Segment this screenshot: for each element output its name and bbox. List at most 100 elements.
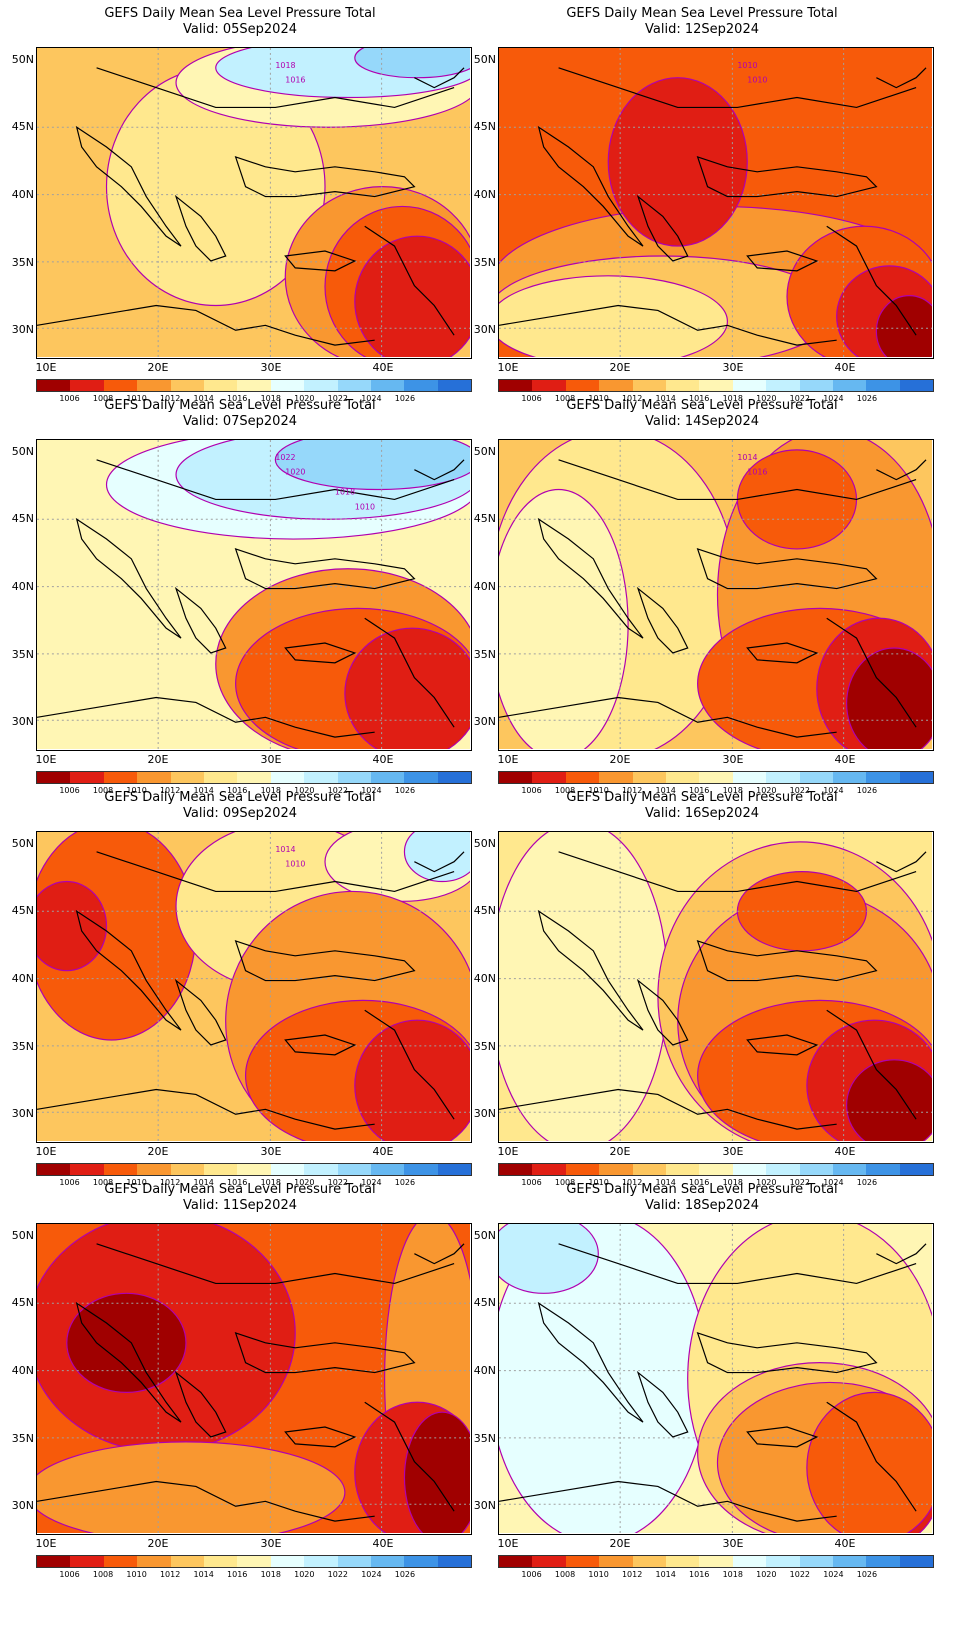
- colorbar-swatch: [766, 772, 800, 783]
- panel-title: GEFS Daily Mean Sea Level Pressure Total: [104, 790, 376, 805]
- colorbar-label: 1020: [294, 394, 315, 403]
- colorbar-label: 1010: [588, 1178, 609, 1187]
- pressure-map: [498, 1223, 934, 1535]
- coastline: [234, 940, 416, 982]
- colorbar-label: 1016: [689, 394, 710, 403]
- map-panel: GEFS Daily Mean Sea Level Pressure Total…: [462, 1176, 942, 1586]
- coastline: [636, 978, 689, 1046]
- colorbar-label: 1012: [621, 394, 643, 403]
- colorbar-swatch: [799, 772, 833, 783]
- colorbar-label: 1016: [227, 786, 248, 795]
- colorbar-label: 1018: [722, 1570, 743, 1579]
- longitude-label: 20E: [147, 361, 169, 374]
- coastline: [876, 67, 927, 89]
- latitude-label: 30N: [473, 1107, 496, 1120]
- coastline: [499, 696, 837, 738]
- colorbar-swatch: [203, 1164, 238, 1175]
- coastline: [96, 459, 455, 501]
- colorbar-swatch: [832, 380, 867, 391]
- colorbar-swatch: [565, 380, 600, 391]
- map-panel: GEFS Daily Mean Sea Level Pressure Total…: [0, 392, 480, 802]
- colorbar-label: 1008: [554, 1570, 576, 1579]
- colorbar-swatch: [203, 380, 238, 391]
- coastline: [37, 696, 375, 738]
- latitude-label: 35N: [473, 1040, 496, 1053]
- longitude-label: 30E: [722, 1537, 744, 1550]
- latitude-label: 45N: [473, 512, 496, 525]
- contour-label: 1014: [275, 845, 295, 854]
- contour-label: 1018: [335, 487, 355, 496]
- contour-label: 1022: [275, 453, 295, 462]
- colorbar-label: 1018: [260, 786, 281, 795]
- latitude-label: 35N: [11, 1040, 34, 1053]
- colorbar-swatch: [437, 772, 472, 783]
- coastline: [364, 617, 455, 728]
- colorbar-label: 1026: [856, 394, 878, 403]
- colorbar-label: 1006: [59, 1570, 80, 1579]
- coastline: [284, 1426, 357, 1448]
- coastline: [537, 1301, 644, 1423]
- pressure-shading: [846, 647, 932, 749]
- colorbar-swatch: [370, 380, 405, 391]
- coastline: [284, 250, 357, 272]
- longitude-label: 30E: [260, 1145, 282, 1158]
- colorbar-swatch: [632, 1164, 666, 1175]
- coastline: [37, 1480, 375, 1522]
- longitude-label: 30E: [260, 753, 282, 766]
- colorbar-label: 1012: [621, 786, 643, 795]
- colorbar-swatch: [732, 1556, 767, 1567]
- longitude-label: 40E: [372, 361, 394, 374]
- colorbar-swatch: [732, 380, 767, 391]
- colorbar-label: 1024: [361, 1570, 382, 1579]
- colorbar-swatch: [866, 380, 900, 391]
- colorbar-swatch: [137, 1556, 171, 1567]
- pressure-shading: [403, 832, 470, 883]
- contour-label: 1018: [275, 61, 295, 70]
- coastline: [75, 125, 182, 247]
- colorbar-label: 1016: [689, 1570, 710, 1579]
- coastline: [696, 156, 878, 198]
- latitude-label: 40N: [473, 188, 496, 201]
- colorbar-label: 1008: [92, 394, 114, 403]
- colorbar-swatch: [404, 772, 438, 783]
- contour-label: 1020: [285, 468, 305, 477]
- pressure-shading: [37, 1441, 346, 1533]
- colorbar-swatch: [832, 1556, 867, 1567]
- panel-valid-date: Valid: 16Sep2024: [645, 806, 759, 821]
- colorbar-swatch: [532, 1164, 566, 1175]
- pressure-shading: [403, 1411, 470, 1533]
- coastline: [75, 517, 182, 639]
- colorbar-label: 1024: [823, 1178, 844, 1187]
- longitude-label: 40E: [834, 1145, 856, 1158]
- colorbar-label: 1022: [789, 786, 811, 795]
- latitude-label: 40N: [11, 580, 34, 593]
- latitude-label: 45N: [11, 1296, 34, 1309]
- colorbar-label: 1006: [59, 1178, 80, 1187]
- coastline: [696, 1332, 878, 1374]
- colorbar-label: 1026: [394, 394, 416, 403]
- latitude-label: 30N: [11, 1107, 34, 1120]
- colorbar-label: 1006: [521, 1178, 542, 1187]
- colorbar: [498, 1163, 934, 1176]
- latitude-label: 50N: [11, 53, 34, 66]
- panel-valid-date: Valid: 09Sep2024: [183, 806, 297, 821]
- longitude-label: 10E: [497, 1537, 519, 1550]
- panel-title: GEFS Daily Mean Sea Level Pressure Total: [566, 790, 838, 805]
- coastline: [558, 67, 917, 109]
- colorbar-label: 1010: [588, 1570, 609, 1579]
- longitude-label: 20E: [609, 1145, 631, 1158]
- latitude-label: 40N: [473, 580, 496, 593]
- colorbar-label: 1026: [856, 1570, 878, 1579]
- colorbar-swatch: [632, 1556, 666, 1567]
- colorbar-swatch: [137, 772, 171, 783]
- coastline: [414, 459, 465, 481]
- panel-title: GEFS Daily Mean Sea Level Pressure Total: [104, 6, 376, 21]
- coastline: [636, 1370, 689, 1438]
- coastline: [826, 1401, 917, 1512]
- latitude-label: 45N: [11, 512, 34, 525]
- colorbar-label: 1010: [588, 394, 609, 403]
- colorbar-label: 1016: [227, 394, 248, 403]
- coastline: [537, 125, 644, 247]
- colorbar-swatch: [237, 772, 271, 783]
- longitude-label: 10E: [35, 753, 57, 766]
